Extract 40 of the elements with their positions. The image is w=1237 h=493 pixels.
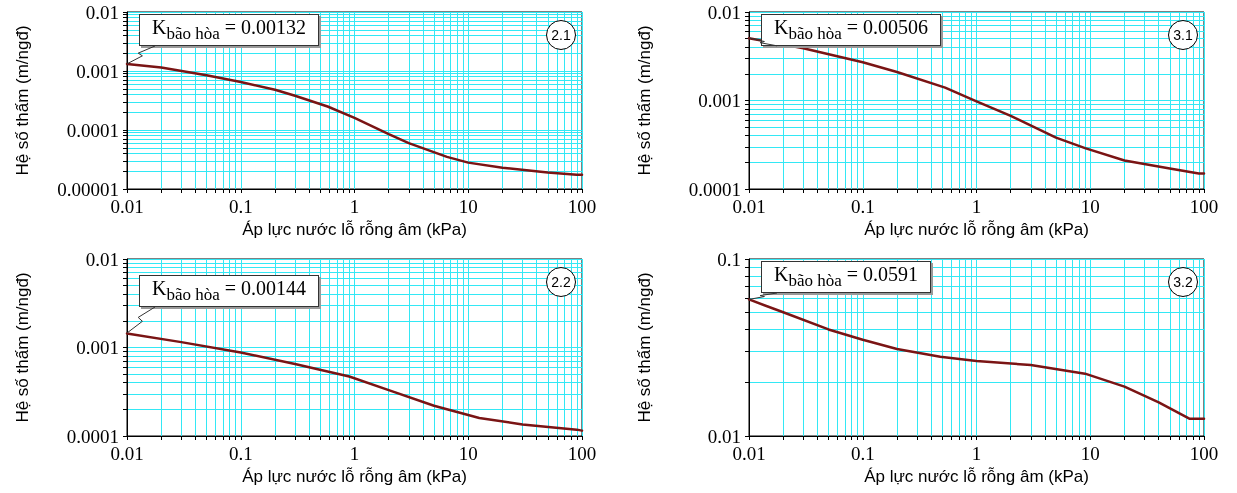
y-tick-label: 0.0001 <box>66 119 119 141</box>
x-axis-title: Áp lực nước lỗ rỗng âm (kPa) <box>242 219 467 239</box>
x-axis-title: Áp lực nước lỗ rỗng âm (kPa) <box>864 219 1089 239</box>
x-tick-label: 0.1 <box>228 443 253 464</box>
x-tick-label: 1 <box>349 196 360 217</box>
y-tick-label: 0.1 <box>717 248 741 270</box>
annotation: K$_{bão hòa}$ = 0.00506 <box>761 14 942 46</box>
x-tick-label: 1 <box>971 443 982 464</box>
annotation: 3.1 <box>1168 20 1198 50</box>
x-axis-title: Áp lực nước lỗ rỗng âm (kPa) <box>242 466 467 486</box>
x-tick-label: 10 <box>458 196 478 217</box>
y-axis-title: Hệ số thấm (m/ngđ) <box>13 272 32 423</box>
y-axis-title: Hệ số thấm (m/ngđ) <box>635 25 654 176</box>
x-tick-label: 100 <box>1189 196 1219 217</box>
y-tick-label: 0.001 <box>76 60 119 82</box>
annotation: 3.2 <box>1168 267 1198 297</box>
y-axis-title: Hệ số thấm (m/ngđ) <box>635 272 654 423</box>
y-tick-label: 0.01 <box>85 248 119 270</box>
x-tick-label: 0.1 <box>228 196 253 217</box>
annotation: K$_{bão hòa}$ = 0.0591 <box>761 261 932 293</box>
x-tick-label: 1 <box>349 443 360 464</box>
annotation: K$_{bão hòa}$ = 0.00132 <box>139 14 320 46</box>
x-tick-label: 10 <box>1080 443 1100 464</box>
x-axis-title: Áp lực nước lỗ rỗng âm (kPa) <box>864 466 1089 486</box>
x-tick-label: 1 <box>971 196 982 217</box>
annotation: 2.1 <box>546 20 576 50</box>
x-tick-label: 0.1 <box>850 196 875 217</box>
x-tick-label: 100 <box>567 196 597 217</box>
annotation: K$_{bão hòa}$ = 0.00144 <box>139 275 320 308</box>
y-tick-label: 0.001 <box>76 337 119 358</box>
x-tick-label: 100 <box>567 443 597 464</box>
x-tick-label: 100 <box>1189 443 1219 464</box>
y-tick-label: 0.001 <box>698 90 741 111</box>
x-tick-label: 10 <box>458 443 478 464</box>
y-tick-label: 0.01 <box>85 1 119 23</box>
x-tick-label: 0.1 <box>850 443 875 464</box>
y-tick-label: 0.01 <box>707 1 741 23</box>
y-axis-title: Hệ số thấm (m/ngđ) <box>13 25 32 176</box>
x-tick-label: 10 <box>1080 196 1100 217</box>
annotation: 2.2 <box>546 267 576 297</box>
